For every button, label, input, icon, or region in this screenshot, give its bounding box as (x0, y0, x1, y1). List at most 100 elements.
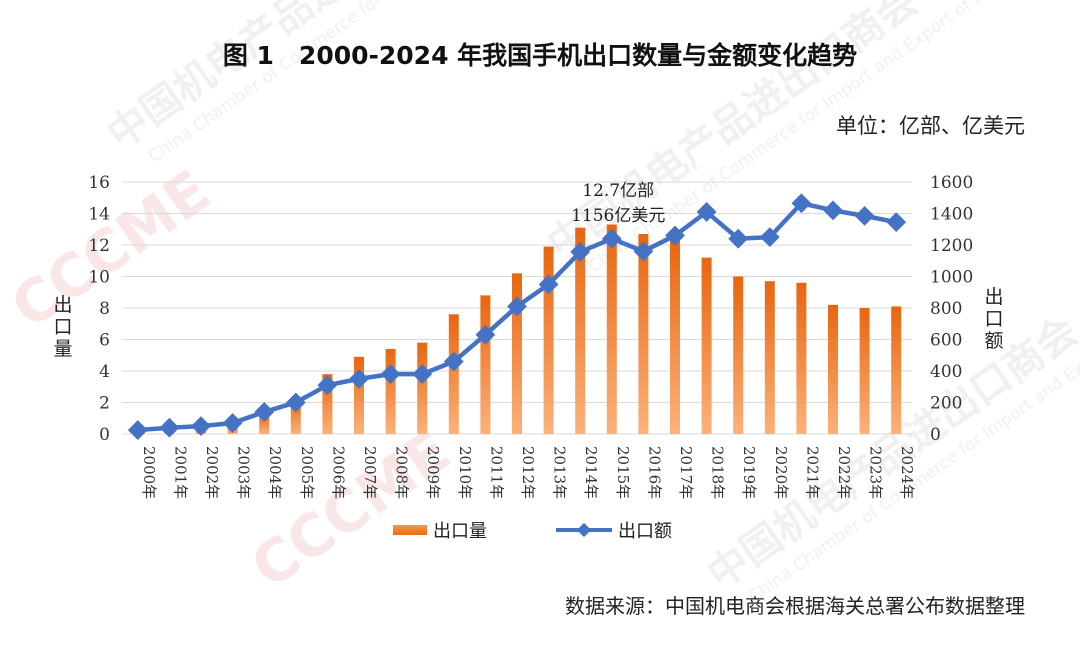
right-tick-label: 1400 (930, 205, 973, 225)
line-point (475, 324, 496, 345)
x-tick-label: 2015年 (614, 446, 632, 499)
left-axis-ticks: 0 2 4 6 8 10 12 14 16 (88, 173, 110, 445)
x-tick-label: 2009年 (424, 446, 442, 499)
line-point (886, 212, 907, 233)
peak-annotation: 12.7亿部 1156亿美元 (571, 181, 665, 226)
data-source: 数据来源：中国机电商会根据海关总署公布数据整理 (565, 594, 1025, 618)
legend-item-volume: 出口量 (393, 518, 487, 542)
unit-label: 单位：亿部、亿美元 (836, 114, 1025, 138)
x-tick-label: 2020年 (772, 446, 790, 499)
bar (354, 356, 364, 434)
left-tick-label: 14 (88, 205, 110, 225)
watermark-logo: CCCME (0, 157, 222, 342)
right-tick-label: 200 (930, 394, 962, 414)
x-tick-label: 2016年 (645, 446, 663, 499)
line-point (854, 205, 875, 226)
x-axis-ticks: 2000年 2001年 2002年 2003年 2004年 2005年 2006年 2007年… (140, 446, 916, 499)
bar (480, 295, 491, 434)
right-axis-label: 出口额 (984, 286, 1004, 352)
legend-value-label: 出口额 (618, 521, 672, 542)
left-tick-label: 12 (88, 236, 110, 256)
x-tick-label: 2024年 (898, 446, 916, 499)
x-tick-label: 2012年 (519, 446, 537, 499)
line-point (823, 200, 843, 221)
x-tick-label: 2021年 (803, 446, 821, 499)
x-tick-label: 2010年 (456, 446, 474, 499)
watermark-logo: CCCME (239, 417, 462, 602)
bar (606, 224, 617, 434)
left-tick-label: 8 (99, 299, 110, 319)
right-tick-label: 800 (930, 299, 962, 319)
line-point (507, 296, 527, 317)
bar (543, 246, 554, 434)
line-point (191, 416, 211, 437)
line-point (380, 364, 401, 385)
watermark-cn: 中国机电产品进出口商会 (99, 0, 486, 158)
right-tick-label: 1000 (930, 268, 973, 288)
bar (575, 227, 586, 434)
x-tick-label: 2013年 (551, 446, 569, 499)
x-tick-label: 2006年 (329, 446, 347, 499)
x-tick-label: 2022年 (835, 446, 853, 499)
x-tick-label: 2002年 (203, 446, 221, 499)
right-axis-ticks: 0 200 400 600 800 1000 1200 1400 1600 (930, 173, 973, 445)
left-tick-label: 16 (88, 173, 110, 193)
left-tick-label: 10 (88, 268, 110, 288)
left-tick-label: 2 (99, 394, 110, 414)
annotation-line: 12.7亿部 (582, 181, 654, 201)
legend-line-swatch (556, 528, 612, 532)
left-axis-label: 出口量 (53, 294, 73, 360)
bar (259, 413, 270, 434)
x-tick-label: 2023年 (867, 446, 885, 499)
line-series (127, 193, 907, 440)
right-tick-label: 0 (930, 425, 941, 445)
bar (670, 238, 680, 434)
right-tick-label: 400 (930, 362, 962, 382)
bar (764, 281, 775, 434)
bar (701, 257, 712, 434)
x-tick-label: 2011年 (487, 446, 505, 499)
bar (891, 306, 902, 434)
line-point (222, 413, 243, 433)
right-tick-label: 1200 (930, 236, 973, 256)
x-tick-label: 2014年 (582, 446, 600, 499)
bar (512, 273, 522, 434)
bar (796, 282, 807, 434)
x-tick-label: 2017年 (677, 446, 695, 499)
annotation-line: 1156亿美元 (571, 206, 665, 226)
chart-title: 图 1 2000-2024 年我国手机出口数量与金额变化趋势 (222, 41, 858, 70)
line-point (538, 274, 559, 295)
bar (322, 374, 333, 434)
left-tick-label: 6 (99, 331, 110, 351)
x-tick-label: 2007年 (361, 446, 379, 499)
bar (733, 276, 744, 434)
bar (638, 233, 649, 434)
legend-volume-label: 出口量 (433, 521, 487, 542)
left-tick-label: 0 (99, 425, 110, 445)
left-tick-label: 4 (99, 362, 110, 382)
x-tick-label: 2004年 (266, 446, 284, 499)
legend-item-value: 出口额 (556, 518, 672, 542)
x-tick-label: 2008年 (393, 446, 411, 499)
line-point (412, 364, 433, 385)
x-tick-label: 2018年 (709, 446, 727, 499)
watermark-logo-text: CCCME (0, 157, 222, 342)
right-tick-label: 1600 (930, 173, 973, 193)
bar (417, 342, 428, 434)
bar (828, 304, 838, 434)
x-tick-label: 2005年 (298, 446, 316, 499)
line-point (349, 368, 369, 389)
x-tick-label: 2000年 (140, 446, 158, 499)
line-point (317, 375, 338, 396)
bar-series (132, 224, 902, 434)
right-tick-label: 600 (930, 331, 962, 351)
line-point (159, 417, 180, 438)
line-point (127, 420, 148, 440)
line-point (443, 351, 464, 372)
bar (385, 348, 396, 434)
legend-bar-swatch (393, 525, 427, 535)
x-tick-label: 2001年 (171, 446, 189, 499)
